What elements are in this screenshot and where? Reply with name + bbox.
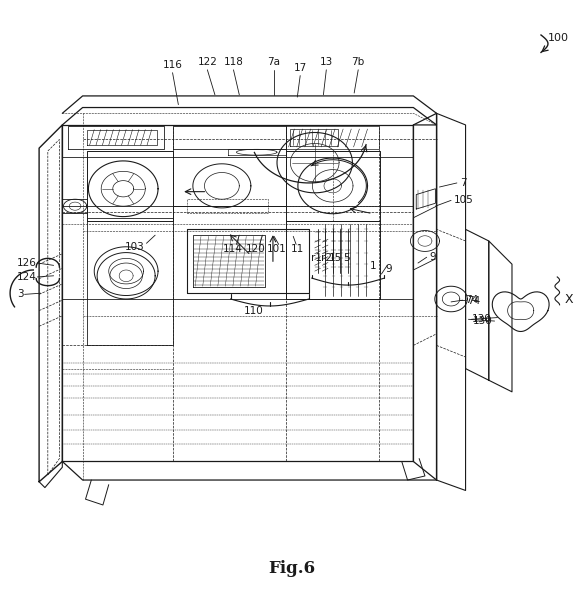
Text: 118: 118 bbox=[223, 57, 244, 67]
Text: 130: 130 bbox=[473, 316, 492, 326]
Text: 114: 114 bbox=[222, 244, 243, 254]
Text: 5: 5 bbox=[343, 252, 349, 263]
Text: 7: 7 bbox=[460, 178, 466, 188]
Text: 7a: 7a bbox=[268, 57, 280, 67]
Text: 9: 9 bbox=[430, 252, 436, 263]
Text: 9: 9 bbox=[386, 264, 392, 274]
Text: 110: 110 bbox=[244, 306, 264, 316]
Text: 3: 3 bbox=[17, 289, 23, 300]
Text: r1: r1 bbox=[311, 252, 322, 263]
Text: X: X bbox=[564, 292, 573, 306]
Text: 101: 101 bbox=[267, 244, 287, 254]
Text: 120: 120 bbox=[245, 244, 265, 254]
Text: 7b: 7b bbox=[352, 57, 365, 67]
Text: 13: 13 bbox=[319, 57, 333, 67]
Text: 74: 74 bbox=[467, 297, 480, 306]
Text: 103: 103 bbox=[125, 242, 145, 252]
Text: 1: 1 bbox=[370, 261, 376, 271]
Text: 116: 116 bbox=[163, 60, 182, 70]
Text: 100: 100 bbox=[548, 33, 569, 43]
Text: 15: 15 bbox=[329, 252, 342, 263]
Text: 122: 122 bbox=[198, 57, 217, 67]
Text: 126: 126 bbox=[16, 258, 36, 268]
Text: 11: 11 bbox=[291, 244, 304, 254]
Text: 105: 105 bbox=[454, 196, 474, 205]
Text: Fig.6: Fig.6 bbox=[268, 560, 315, 577]
Text: 74: 74 bbox=[466, 295, 479, 305]
Text: r2: r2 bbox=[321, 252, 332, 263]
Text: 124: 124 bbox=[16, 272, 36, 282]
Text: 17: 17 bbox=[294, 63, 307, 73]
Text: 130: 130 bbox=[472, 315, 491, 324]
